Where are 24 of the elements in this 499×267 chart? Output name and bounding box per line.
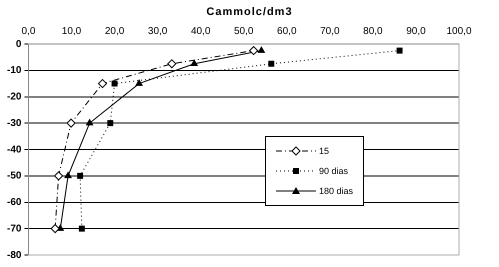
chart-title: Cammolc/dm3 xyxy=(205,6,294,18)
x-tick-label: 60,0 xyxy=(277,26,297,37)
legend-label: 15 xyxy=(319,146,330,156)
x-tick-label: 80,0 xyxy=(363,26,384,37)
y-tick-label: -20 xyxy=(7,92,22,102)
x-tick-label: 40,0 xyxy=(190,26,211,37)
x-tick-label: 70,0 xyxy=(320,26,340,37)
y-tick-label: -80 xyxy=(7,250,22,261)
x-tick-label: 100,0 xyxy=(446,26,472,37)
x-tick-label: 30,0 xyxy=(148,26,168,37)
x-tick-label: 10,0 xyxy=(62,26,82,37)
y-tick-label: 0 xyxy=(16,38,22,50)
y-tick-label: -10 xyxy=(7,65,22,76)
y-tick-label: -40 xyxy=(7,144,22,156)
x-tick-label: 90,0 xyxy=(406,26,426,37)
y-tick-label: -30 xyxy=(7,118,22,129)
x-tick-label: 50,0 xyxy=(234,26,254,37)
legend-label: 180 dias xyxy=(319,186,354,196)
y-tick-label: -70 xyxy=(7,223,22,234)
x-tick-label: 0,0 xyxy=(22,26,36,37)
y-tick-label: -60 xyxy=(7,197,22,208)
legend-label: 90 dias xyxy=(319,166,348,176)
y-tick-label: -50 xyxy=(7,170,22,182)
x-tick-label: 20,0 xyxy=(104,26,125,37)
